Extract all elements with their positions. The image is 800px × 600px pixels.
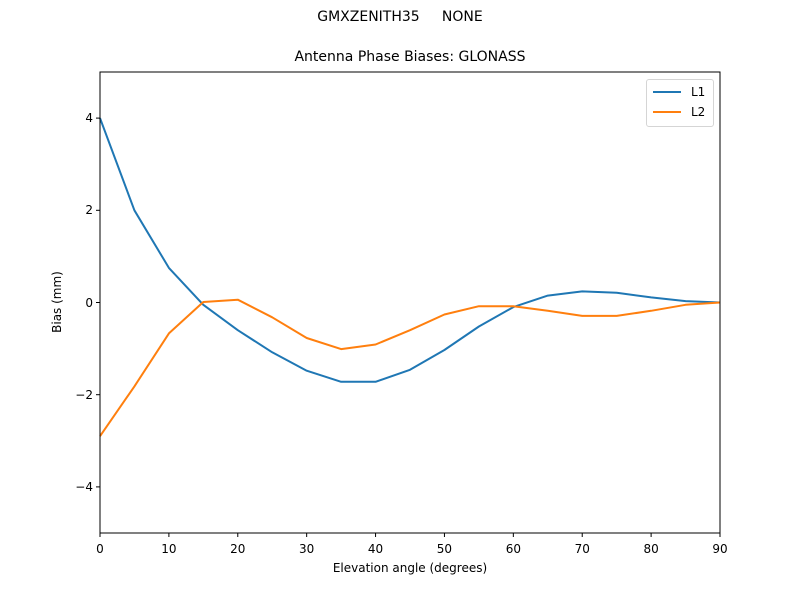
x-tick-label: 90 bbox=[712, 542, 728, 556]
legend-line-l2-icon bbox=[653, 111, 681, 113]
x-tick-label: 80 bbox=[643, 542, 659, 556]
legend-item-l2: L2 bbox=[653, 105, 705, 119]
y-tick-label: 2 bbox=[85, 203, 93, 218]
x-tick-label: 70 bbox=[574, 542, 590, 556]
legend: L1 L2 bbox=[646, 79, 714, 127]
x-tick-label: 40 bbox=[367, 542, 384, 556]
series-line-l1 bbox=[99, 117, 721, 383]
legend-label: L2 bbox=[691, 105, 706, 119]
x-tick-label: 20 bbox=[230, 542, 246, 556]
x-tick-label: 0 bbox=[96, 542, 104, 556]
x-axis-label: Elevation angle (degrees) bbox=[332, 561, 488, 575]
series-layer bbox=[99, 117, 721, 437]
x-tick-label: 50 bbox=[436, 542, 453, 556]
x-tick-label: 10 bbox=[161, 542, 177, 556]
y-tick-label: 0 bbox=[85, 295, 93, 310]
axes-frame bbox=[99, 71, 721, 534]
legend-item-l1: L1 bbox=[653, 85, 705, 99]
x-tick-label: 60 bbox=[505, 542, 521, 556]
legend-line-l1-icon bbox=[653, 91, 681, 93]
tick-marks bbox=[96, 117, 721, 537]
figure-suptitle: GMXZENITH35 NONE bbox=[317, 9, 483, 25]
series-line-l2 bbox=[99, 298, 721, 437]
x-tick-label: 30 bbox=[299, 542, 315, 556]
y-tick-label: −2 bbox=[75, 387, 93, 402]
y-axis-label: Bias (mm) bbox=[50, 271, 64, 333]
chart-title: Antenna Phase Biases: GLONASS bbox=[294, 49, 526, 65]
legend-label: L1 bbox=[691, 85, 706, 99]
y-tick-label: 4 bbox=[85, 111, 93, 126]
y-tick-label: −4 bbox=[75, 479, 93, 494]
